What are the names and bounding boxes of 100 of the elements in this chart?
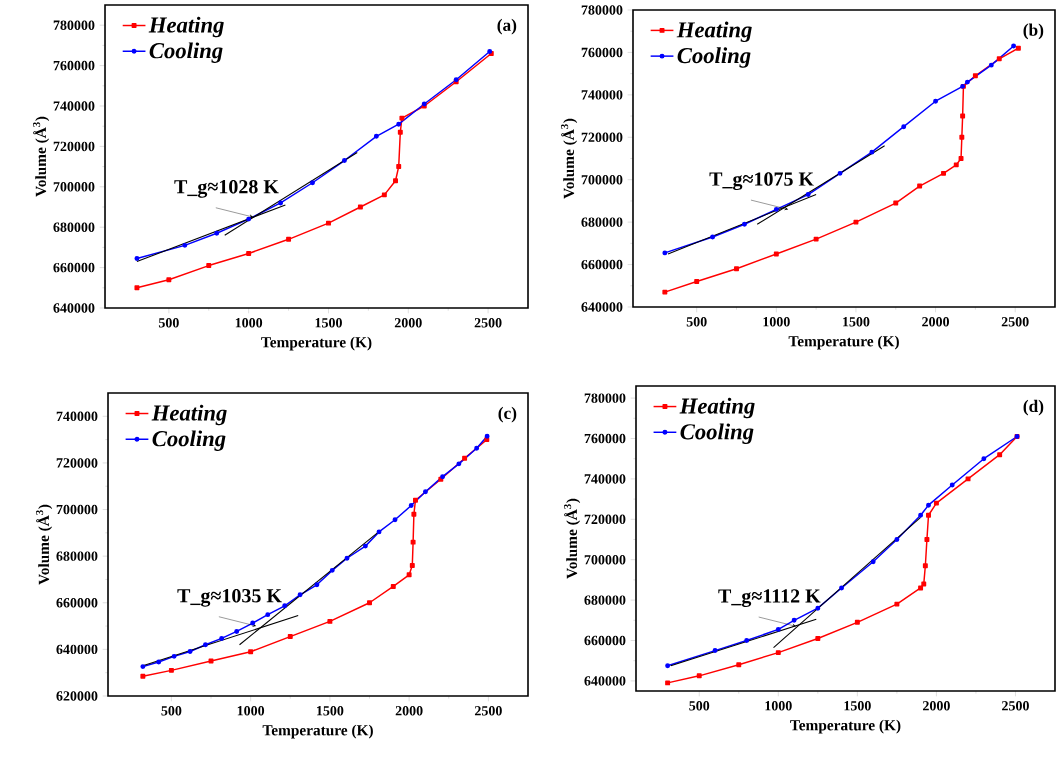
- point: [964, 79, 970, 85]
- point: [357, 204, 363, 210]
- point: [813, 236, 819, 242]
- point: [134, 256, 140, 261]
- y-tick-label: 680000: [56, 551, 98, 561]
- point: [278, 200, 284, 206]
- x-tick-label: 500: [161, 706, 182, 716]
- point: [958, 156, 964, 161]
- text: (a): [497, 18, 517, 35]
- point: [959, 134, 965, 140]
- x-tick-label: 2000: [922, 317, 950, 327]
- y-tick-label: 720000: [584, 514, 626, 525]
- point: [367, 600, 372, 606]
- y-tick-label: 760000: [584, 433, 626, 444]
- point: [314, 582, 320, 588]
- y-tick-label: 660000: [53, 262, 95, 273]
- point: [203, 642, 208, 648]
- point: [949, 482, 955, 488]
- point: [815, 636, 821, 641]
- x-tick-label: 2500: [1002, 701, 1029, 711]
- point: [484, 433, 490, 439]
- point: [310, 180, 315, 186]
- point: [854, 619, 860, 625]
- point: [918, 585, 924, 591]
- point: [837, 170, 843, 176]
- point: [214, 230, 220, 236]
- point: [926, 502, 931, 508]
- point: [921, 581, 927, 587]
- y-tick-label: 720000: [581, 132, 623, 143]
- x-tick-label: 1500: [844, 701, 871, 711]
- point: [413, 497, 418, 503]
- y-tick-label: 740000: [584, 474, 626, 484]
- x-tick-label: 1000: [235, 318, 263, 328]
- y-tick-label: 720000: [56, 458, 98, 468]
- point: [839, 585, 845, 591]
- x-axis-title: Temperature (K): [790, 719, 901, 734]
- point: [248, 649, 254, 655]
- point: [894, 537, 900, 542]
- x-tick-label: 1500: [315, 318, 342, 328]
- y-tick-label: 720000: [53, 141, 95, 152]
- y-tick-label: 660000: [581, 259, 623, 270]
- point: [662, 289, 668, 295]
- point: [393, 178, 398, 184]
- legend-label: Cooling: [152, 430, 226, 451]
- x-tick-label: 500: [689, 701, 710, 711]
- point: [988, 62, 994, 68]
- point: [410, 539, 416, 545]
- point: [696, 673, 702, 679]
- point: [182, 242, 188, 248]
- x-tick-label: 2500: [1001, 317, 1029, 327]
- y-axis-title: Volume (Å$^{3}$): [563, 498, 581, 579]
- point: [742, 221, 747, 227]
- point: [362, 543, 368, 549]
- point: [140, 673, 146, 679]
- point: [265, 612, 271, 618]
- point: [924, 537, 930, 542]
- text: (d): [1023, 399, 1044, 416]
- point: [140, 664, 146, 670]
- y-axis-title: Volume (Å$^{3}$): [32, 116, 50, 197]
- point: [422, 489, 428, 495]
- point: [1011, 43, 1017, 49]
- x-tick-label: 2000: [395, 706, 423, 716]
- point: [329, 567, 335, 573]
- point: [965, 476, 971, 482]
- point: [869, 149, 875, 155]
- y-axis-title: Volume (Å$^{3}$): [35, 504, 53, 585]
- point: [134, 285, 140, 291]
- point: [917, 183, 923, 189]
- x-tick-label: 1500: [843, 317, 870, 327]
- point: [953, 162, 959, 168]
- point: [234, 628, 240, 634]
- point: [870, 559, 876, 565]
- y-tick-label: 700000: [53, 182, 95, 192]
- point: [773, 206, 779, 212]
- point: [408, 503, 414, 509]
- point: [773, 251, 779, 257]
- point: [933, 500, 939, 506]
- point: [710, 234, 716, 240]
- point: [805, 192, 811, 198]
- point: [736, 662, 742, 668]
- y-tick-label: 620000: [56, 691, 98, 701]
- x-axis-title: Temperature (K): [261, 336, 372, 351]
- legend-label: Heating: [679, 397, 755, 419]
- point: [665, 663, 671, 669]
- point: [341, 158, 347, 163]
- point: [815, 605, 821, 611]
- point: [390, 583, 396, 589]
- text: (c): [498, 406, 517, 423]
- point: [376, 529, 382, 535]
- y-tick-label: 640000: [584, 676, 626, 686]
- y-tick-label: 680000: [584, 595, 626, 605]
- point: [662, 250, 668, 256]
- y-tick-label: 660000: [56, 598, 98, 608]
- point: [396, 121, 402, 127]
- x-tick-label: 2500: [474, 318, 502, 328]
- point: [392, 517, 398, 523]
- x-tick-label: 1000: [763, 317, 790, 327]
- legend-label: Heating: [148, 16, 224, 38]
- point: [187, 649, 193, 654]
- y-tick-label: 740000: [56, 411, 98, 422]
